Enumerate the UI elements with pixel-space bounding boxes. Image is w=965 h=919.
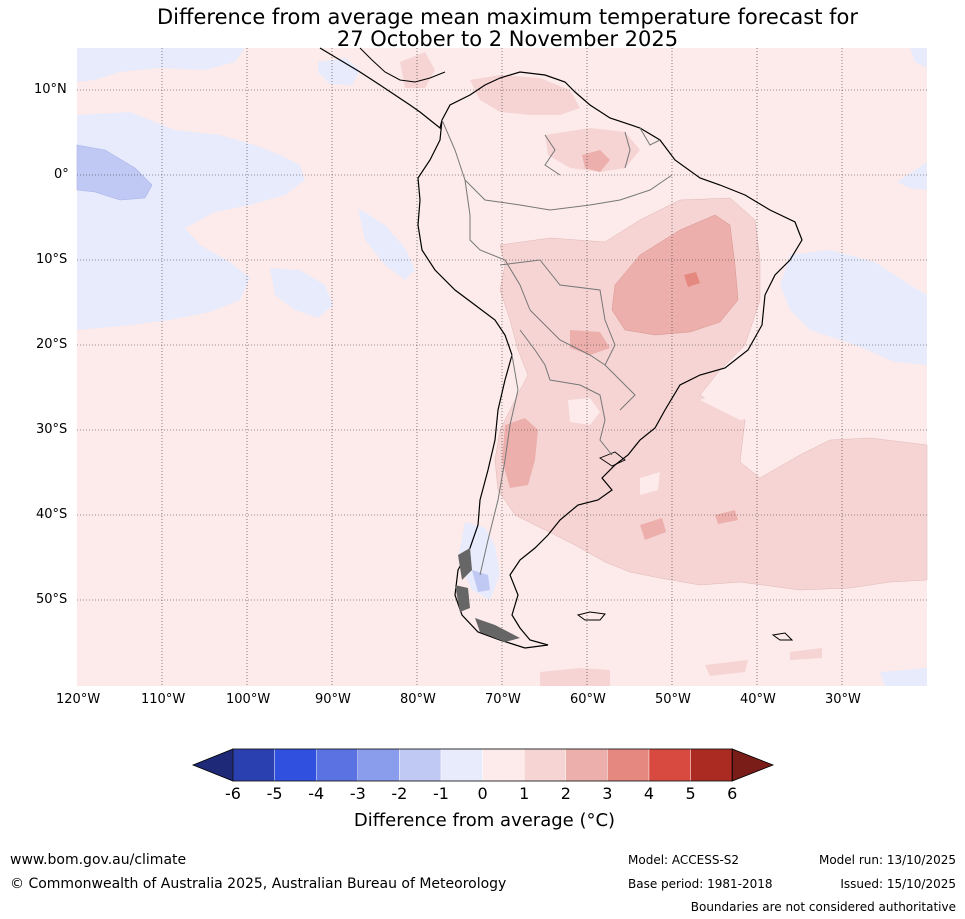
- warm-area-atlantic-2: [715, 510, 738, 524]
- chilean-fjords: [455, 548, 520, 642]
- lat-label: 0°: [54, 167, 69, 182]
- map-title-line1: Difference from average mean maximum tem…: [157, 5, 858, 29]
- colorbar-segment: [357, 748, 400, 782]
- lon-label: 70°W: [485, 692, 521, 707]
- warm-area-main: [494, 197, 928, 591]
- colorbar-segment: [524, 748, 567, 782]
- colorbar-tick-label: -1: [433, 784, 449, 803]
- lat-label: 50°S: [36, 592, 68, 607]
- colorbar-segment: [316, 748, 359, 782]
- lon-label: 50°W: [655, 692, 691, 707]
- map-title-line2: 27 October to 2 November 2025: [336, 27, 679, 51]
- colorbar-tick-label: 4: [643, 784, 655, 803]
- lon-label: 110°W: [141, 692, 186, 707]
- lat-label: 10°S: [36, 252, 68, 267]
- central-america-coastline: [319, 47, 443, 130]
- warm-area-south-2: [705, 660, 748, 676]
- lat-label: 40°S: [36, 507, 68, 522]
- issued-date: Issued: 15/10/2025: [840, 877, 956, 891]
- cool-area-near-coast: [358, 208, 415, 280]
- copyright: © Commonwealth of Australia 2025, Austra…: [10, 876, 507, 892]
- lon-label: 90°W: [315, 692, 351, 707]
- cool-area-patagonia-darker: [472, 570, 490, 592]
- colorbar: [191, 748, 775, 782]
- lon-label: 30°W: [825, 692, 861, 707]
- lat-label: 10°N: [34, 82, 67, 97]
- colorbar-segment: [565, 748, 608, 782]
- colorbar-tick-label: -4: [308, 784, 325, 803]
- colorbar-label: Difference from average (°C): [353, 810, 616, 831]
- south-america-coastline: [417, 71, 803, 649]
- warm-area-paraguay: [570, 330, 610, 355]
- cool-area-east-pacific: [77, 112, 305, 330]
- warm-area-south-3: [790, 648, 822, 660]
- colorbar-tick-label: 1: [519, 784, 530, 803]
- colorbar-segment: [440, 748, 483, 782]
- cool-area-equatorial-atlantic: [897, 162, 927, 190]
- colorbar-segment: [274, 748, 317, 782]
- cool-area-north-pacific: [77, 48, 245, 82]
- colorbar-segment: [232, 748, 275, 782]
- warm-area-brazil-core: [611, 214, 739, 336]
- colorbar-segment: [648, 748, 691, 782]
- country-boundaries: [441, 119, 673, 576]
- colorbar-tick-label: -6: [225, 784, 241, 803]
- colorbar-arrow-low: [191, 748, 234, 782]
- warm-area-guiana: [545, 128, 640, 172]
- colorbar-segment: [482, 748, 525, 782]
- cool-area-se-corner: [880, 668, 927, 686]
- lat-label: 20°S: [36, 337, 68, 352]
- warm-area-gap-3: [700, 385, 790, 420]
- colorbar-tick-label: 6: [727, 784, 738, 803]
- colorbar-tick-label: -5: [266, 784, 283, 803]
- cool-area-south-atlantic: [780, 250, 927, 365]
- rio-de-la-plata: [599, 451, 626, 467]
- colorbar-frame: [232, 748, 733, 782]
- warm-area-gap: [568, 398, 600, 425]
- lon-label: 80°W: [400, 692, 436, 707]
- cool-area-patagonia: [458, 522, 500, 600]
- colorbar-segment: [690, 748, 733, 782]
- lon-label: 60°W: [570, 692, 606, 707]
- lon-label: 40°W: [740, 692, 776, 707]
- warm-anomaly-areas: [400, 52, 928, 686]
- cool-area-caribbean: [318, 58, 360, 85]
- warm-area-south: [540, 668, 610, 686]
- cool-area-darker: [76, 144, 153, 201]
- cool-area-blob: [270, 268, 333, 318]
- model-name: Model: ACCESS-S2: [628, 853, 740, 867]
- lat-label: 30°S: [36, 422, 68, 437]
- model-run: Model run: 13/10/2025: [818, 853, 956, 867]
- falkland-islands: [576, 611, 606, 621]
- base-period: Base period: 1981-2018: [628, 877, 773, 891]
- warm-area-guiana-darker: [582, 150, 610, 172]
- colorbar-tick-label: 3: [602, 784, 613, 803]
- website-link[interactable]: www.bom.gov.au/climate: [10, 852, 187, 868]
- colorbar-tick-label: -2: [391, 784, 408, 803]
- cool-area-ne-corner: [910, 48, 927, 68]
- lon-label: 120°W: [56, 692, 101, 707]
- colorbar-tick-label: 5: [685, 784, 696, 803]
- disclaimer: Boundaries are not considered authoritat…: [690, 900, 956, 914]
- cool-anomaly-areas: [76, 48, 927, 686]
- south-georgia: [771, 632, 794, 641]
- map-gridlines: [77, 48, 927, 686]
- colorbar-tick-label: 0: [477, 784, 488, 803]
- warm-area-gap-2: [640, 472, 660, 495]
- caribbean-coastline: [359, 47, 446, 83]
- lon-label: 100°W: [226, 692, 271, 707]
- warm-area-brazil-hotspot: [684, 272, 700, 287]
- colorbar-arrow-high: [731, 748, 775, 782]
- colorbar-tick-label: -3: [349, 784, 366, 803]
- warm-area-atlantic-1: [640, 518, 666, 540]
- warm-area-north-sa: [470, 75, 580, 115]
- colorbar-segment: [399, 748, 442, 782]
- colorbar-tick-label: 2: [560, 784, 571, 803]
- warm-area-argentina: [502, 418, 538, 488]
- colorbar-segment: [607, 748, 650, 782]
